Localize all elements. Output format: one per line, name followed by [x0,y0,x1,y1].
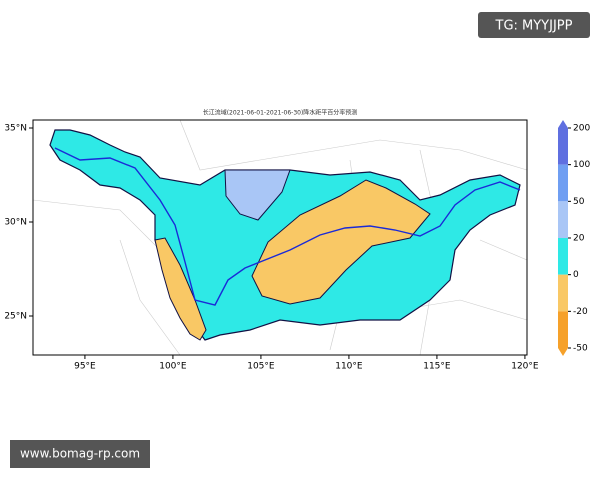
orange-region [251,179,431,305]
colorbar-segment [558,201,568,238]
colorbar-tick-label: -20 [573,307,588,317]
colorbar-segment [558,238,568,275]
colorbar-segment [558,128,568,165]
colorbar-tick-label: 20 [573,234,585,244]
y-tick-label: 30°N [4,218,27,228]
blue-region [224,169,291,221]
colorbar-tick-label: 50 [573,197,585,207]
y-tick-label: 25°N [4,312,27,322]
colorbar-segment [558,311,568,348]
axis-ticks: 95°E 100°E 105°E 110°E 115°E 120°E 35°N 30°N 25°… [4,124,539,372]
x-tick-label: 95°E [74,362,96,372]
river [54,147,521,306]
orange-strip [154,237,207,341]
badge-text: TG: MYYJJPP [495,19,573,34]
colorbar-arrow-top [558,120,568,128]
map-frame [32,119,528,356]
watermark-text: www.bomag-rp.com [20,447,140,461]
colorbar-arrow-bottom [558,348,568,356]
x-tick-label: 105°E [247,362,275,372]
colorbar-segment [558,274,568,312]
map-area [32,119,528,356]
x-tick-label: 100°E [159,362,187,372]
map-title: 长江流域(2021-06-01-2021-06-30)降水距平百分率预测 [203,109,358,117]
x-tick-label: 115°E [423,362,451,372]
colorbar-tick-label: 100 [573,160,590,170]
x-tick-label: 110°E [335,362,363,372]
badge-bg [478,12,590,38]
x-tick-label: 120°E [511,362,539,372]
y-tick-label: 35°N [4,124,27,134]
colorbar-tick-label: -50 [573,344,588,354]
colorbar-segment [558,164,568,202]
colorbar-tick-label: 0 [573,270,579,280]
colorbar-tick-label: 200 [573,124,590,134]
watermark-bg [10,440,150,468]
